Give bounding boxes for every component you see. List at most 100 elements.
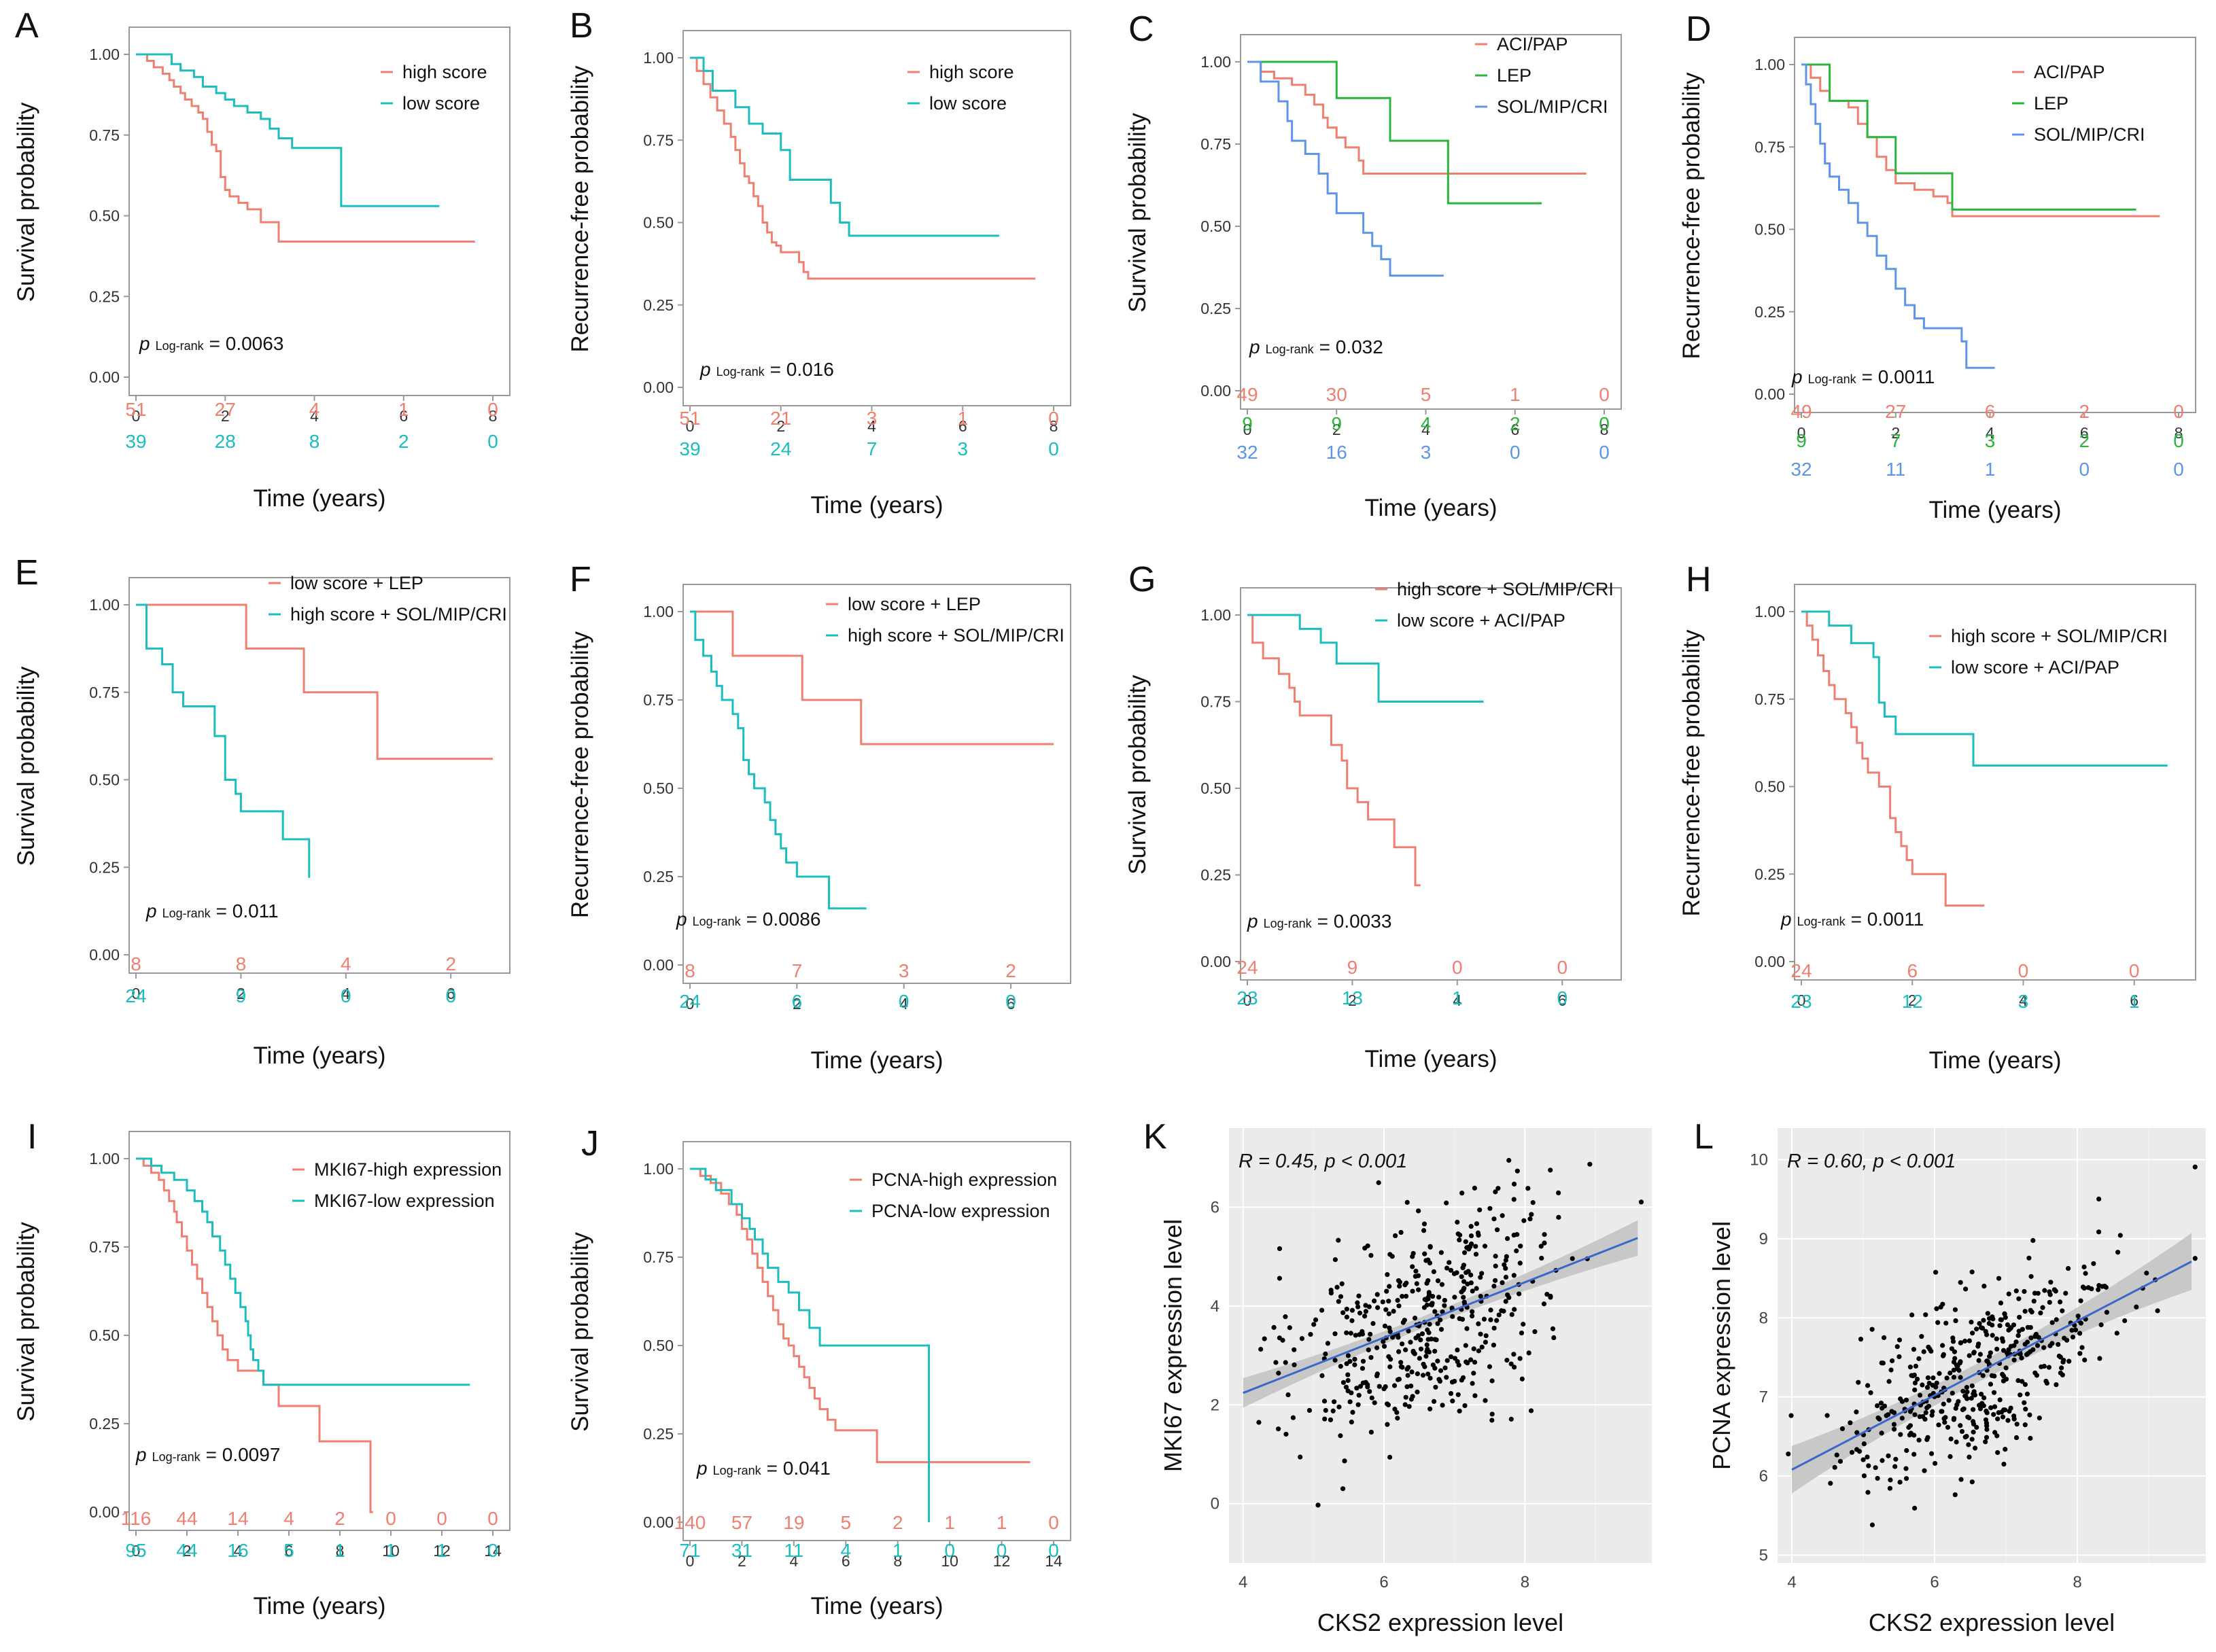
scatter-point	[1362, 1246, 1368, 1251]
x-axis-label: Time (years)	[1928, 1047, 2061, 1074]
scatter-point	[1952, 1349, 1958, 1354]
scatter-point	[1416, 1208, 1421, 1214]
risk-count: 4	[283, 1508, 294, 1529]
scatter-point	[1953, 1405, 1958, 1411]
risk-count: 4	[840, 1540, 851, 1561]
scatter-point	[2065, 1265, 2071, 1271]
scatter-point	[1527, 1216, 1533, 1222]
x-tick-label: 0	[132, 985, 141, 1002]
y-tick-label: 0.50	[643, 1337, 674, 1354]
scatter-point	[1931, 1375, 1936, 1381]
scatter-point	[1387, 1454, 1393, 1460]
scatter-point	[1433, 1384, 1438, 1390]
scatter-point	[1964, 1385, 1969, 1390]
scatter-point	[2073, 1327, 2079, 1333]
scatter-point	[1494, 1318, 1500, 1323]
scatter-point	[1942, 1420, 1947, 1425]
scatter-point	[1890, 1358, 1895, 1364]
scatter-point	[1468, 1280, 1474, 1286]
legend-label: high score	[929, 62, 1014, 82]
scatter-point	[1959, 1428, 1965, 1435]
scatter-point	[2122, 1318, 2128, 1324]
scatter-point	[1489, 1411, 1495, 1417]
scatter-point	[1839, 1426, 1846, 1431]
panel-letter: K	[1143, 1117, 1167, 1157]
y-tick-label: 0.00	[89, 368, 120, 386]
scatter-point	[1448, 1267, 1454, 1273]
scatter-point	[1958, 1280, 1963, 1285]
scatter-point	[1396, 1349, 1402, 1354]
scatter-point	[1923, 1410, 1928, 1416]
x-axis-label: Time (years)	[810, 1047, 943, 1074]
scatter-point	[2022, 1382, 2028, 1387]
y-tick-label: 0.50	[89, 207, 120, 225]
x-tick-label: 4	[341, 985, 350, 1002]
scatter-point	[1262, 1336, 1267, 1341]
scatter-point	[1409, 1369, 1415, 1375]
y-axis-label: Survival probability	[13, 102, 39, 302]
y-tick-label: 1.00	[89, 46, 120, 63]
scatter-point	[1465, 1281, 1470, 1287]
scatter-point	[1548, 1167, 1553, 1173]
scatter-point	[1898, 1396, 1903, 1402]
y-tick-label: 6	[1759, 1467, 1768, 1486]
y-tick-label: 7	[1759, 1388, 1768, 1407]
scatter-point	[1999, 1336, 2005, 1341]
y-axis-label: Survival probability	[1124, 675, 1151, 875]
scatter-point	[1463, 1343, 1468, 1348]
scatter-point	[1400, 1294, 1405, 1299]
scatter-point	[1511, 1365, 1517, 1370]
scatter-point	[1461, 1263, 1467, 1268]
scatter-point	[2022, 1422, 2028, 1428]
scatter-point	[1898, 1432, 1903, 1437]
km-curve-1	[1801, 63, 2160, 217]
legend-label: low score + ACI/PAP	[1397, 610, 1565, 631]
scatter-point	[1455, 1219, 1460, 1225]
legend-label: ACI/PAP	[1497, 34, 1568, 54]
y-tick-label: 0.75	[1200, 693, 1231, 711]
risk-count: 2	[398, 431, 409, 452]
scatter-point	[1459, 1289, 1464, 1295]
risk-count: 7	[1890, 430, 1901, 451]
x-axis-label: Time (years)	[810, 1593, 943, 1619]
risk-count: 2	[893, 1512, 903, 1533]
scatter-point	[1964, 1389, 1970, 1394]
scatter-point	[1958, 1423, 1963, 1428]
scatter-point	[1387, 1329, 1393, 1335]
km-curve-1	[690, 610, 1054, 745]
scatter-point	[1824, 1413, 1830, 1418]
risk-count: 24	[125, 985, 146, 1006]
risk-count: 0	[1557, 987, 1568, 1008]
risk-count: 140	[674, 1512, 706, 1533]
scatter-point	[1435, 1321, 1440, 1326]
risk-count: 8	[236, 953, 247, 974]
scatter-point	[1865, 1383, 1871, 1388]
scatter-point	[2028, 1435, 2033, 1441]
scatter-point	[1938, 1304, 1943, 1310]
risk-count: 44	[176, 1508, 197, 1529]
scatter-point	[1912, 1387, 1918, 1392]
risk-count: 11	[784, 1540, 803, 1561]
scatter-point	[1834, 1452, 1839, 1458]
risk-count: 1	[1985, 459, 1996, 480]
scatter-point	[1858, 1337, 1864, 1342]
scatter-point	[1551, 1335, 1557, 1341]
scatter-point	[2040, 1305, 2045, 1310]
y-tick-label: 0.25	[1200, 300, 1231, 317]
scatter-point	[1891, 1422, 1897, 1427]
scatter-point	[2037, 1416, 2042, 1421]
scatter-point	[1909, 1312, 1915, 1318]
scatter-point	[1856, 1449, 1863, 1454]
scatter-point	[1483, 1333, 1489, 1339]
risk-count: 5	[840, 1512, 851, 1533]
legend-label: LEP	[1497, 65, 1531, 86]
scatter-point	[1479, 1344, 1485, 1350]
risk-count: 9	[1347, 957, 1358, 978]
scatter-point	[1967, 1338, 1972, 1343]
scatter-point	[1390, 1335, 1396, 1340]
x-axis-label: CKS2 expression level	[1317, 1609, 1563, 1636]
scatter-point	[1386, 1299, 1391, 1304]
y-tick-label: 0.25	[643, 296, 674, 314]
scatter-point	[1504, 1357, 1510, 1363]
risk-count: 0	[487, 1508, 498, 1529]
